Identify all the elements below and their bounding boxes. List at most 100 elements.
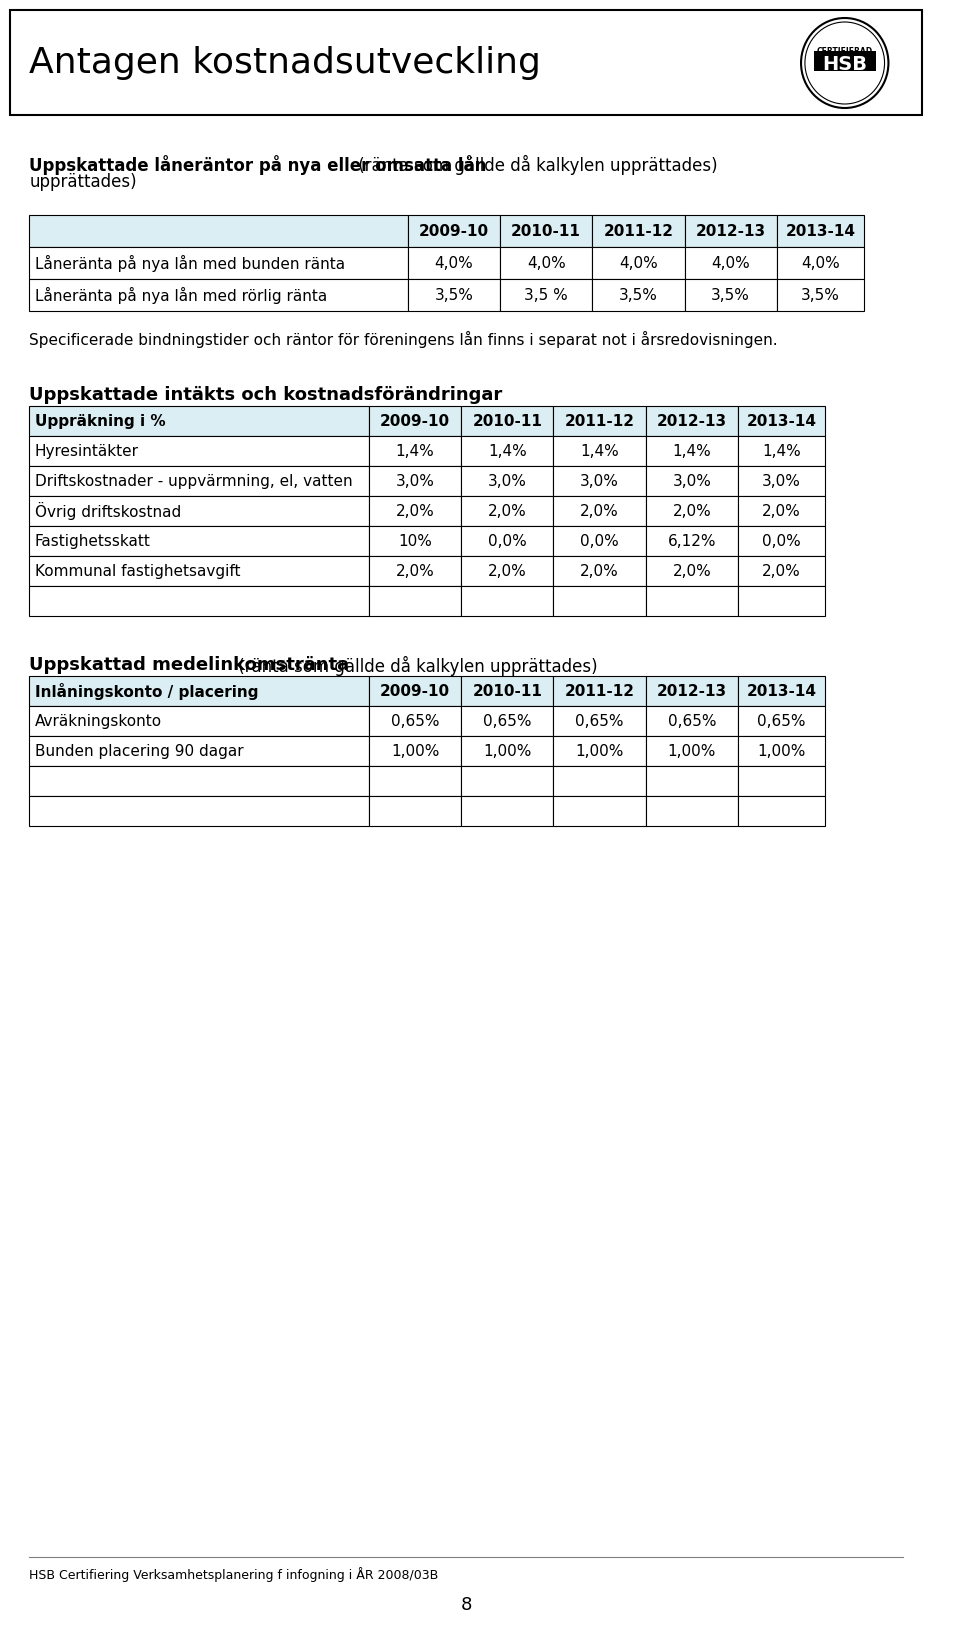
Text: 2012-13: 2012-13 bbox=[696, 223, 766, 239]
Text: 1,00%: 1,00% bbox=[391, 744, 440, 758]
FancyBboxPatch shape bbox=[554, 586, 646, 617]
FancyBboxPatch shape bbox=[29, 766, 369, 796]
Text: 1,4%: 1,4% bbox=[672, 444, 711, 459]
FancyBboxPatch shape bbox=[646, 407, 738, 436]
Text: 1,4%: 1,4% bbox=[580, 444, 619, 459]
FancyBboxPatch shape bbox=[461, 706, 554, 735]
Text: Övrig driftskostnad: Övrig driftskostnad bbox=[35, 503, 181, 521]
FancyBboxPatch shape bbox=[461, 465, 554, 496]
Text: Låneränta på nya lån med bunden ränta: Låneränta på nya lån med bunden ränta bbox=[35, 254, 345, 272]
Text: 2,0%: 2,0% bbox=[762, 503, 801, 519]
FancyBboxPatch shape bbox=[554, 465, 646, 496]
FancyBboxPatch shape bbox=[814, 50, 876, 72]
FancyBboxPatch shape bbox=[646, 735, 738, 766]
FancyBboxPatch shape bbox=[554, 556, 646, 586]
Text: 2011-12: 2011-12 bbox=[604, 223, 673, 239]
FancyBboxPatch shape bbox=[646, 465, 738, 496]
FancyBboxPatch shape bbox=[592, 215, 684, 247]
FancyBboxPatch shape bbox=[369, 586, 461, 617]
FancyBboxPatch shape bbox=[738, 407, 826, 436]
FancyBboxPatch shape bbox=[646, 496, 738, 526]
FancyBboxPatch shape bbox=[29, 278, 408, 311]
Text: 1,4%: 1,4% bbox=[488, 444, 527, 459]
FancyBboxPatch shape bbox=[554, 675, 646, 706]
FancyBboxPatch shape bbox=[369, 796, 461, 827]
FancyBboxPatch shape bbox=[461, 735, 554, 766]
FancyBboxPatch shape bbox=[738, 675, 826, 706]
FancyBboxPatch shape bbox=[646, 766, 738, 796]
Text: Uppskattad medelinkomstränta: Uppskattad medelinkomstränta bbox=[29, 656, 349, 674]
Text: 2010-11: 2010-11 bbox=[472, 413, 542, 428]
Text: Driftskostnader - uppvärmning, el, vatten: Driftskostnader - uppvärmning, el, vatte… bbox=[35, 473, 352, 488]
FancyBboxPatch shape bbox=[29, 407, 369, 436]
Text: 0,0%: 0,0% bbox=[580, 534, 619, 548]
Text: 0,65%: 0,65% bbox=[483, 714, 532, 729]
Text: 8: 8 bbox=[461, 1596, 471, 1614]
FancyBboxPatch shape bbox=[554, 706, 646, 735]
FancyBboxPatch shape bbox=[592, 278, 684, 311]
FancyBboxPatch shape bbox=[684, 278, 777, 311]
Text: 1,00%: 1,00% bbox=[667, 744, 716, 758]
FancyBboxPatch shape bbox=[408, 215, 500, 247]
Text: 1,4%: 1,4% bbox=[396, 444, 435, 459]
FancyBboxPatch shape bbox=[29, 556, 369, 586]
FancyBboxPatch shape bbox=[738, 735, 826, 766]
Text: 0,0%: 0,0% bbox=[762, 534, 801, 548]
Text: Specificerade bindningstider och räntor för föreningens lån finns i separat not : Specificerade bindningstider och räntor … bbox=[29, 330, 778, 348]
Text: 1,00%: 1,00% bbox=[757, 744, 805, 758]
FancyBboxPatch shape bbox=[646, 796, 738, 827]
FancyBboxPatch shape bbox=[369, 766, 461, 796]
FancyBboxPatch shape bbox=[369, 675, 461, 706]
Text: Kommunal fastighetsavgift: Kommunal fastighetsavgift bbox=[35, 563, 240, 579]
Text: 3,5%: 3,5% bbox=[435, 288, 473, 303]
Text: 2,0%: 2,0% bbox=[580, 503, 619, 519]
FancyBboxPatch shape bbox=[738, 496, 826, 526]
Text: 1,4%: 1,4% bbox=[762, 444, 801, 459]
Text: 0,0%: 0,0% bbox=[488, 534, 527, 548]
Text: 10%: 10% bbox=[398, 534, 432, 548]
FancyBboxPatch shape bbox=[738, 526, 826, 556]
FancyBboxPatch shape bbox=[777, 247, 864, 278]
FancyBboxPatch shape bbox=[738, 556, 826, 586]
FancyBboxPatch shape bbox=[29, 735, 369, 766]
Text: HSB Certifiering Verksamhetsplanering f infogning i ÅR 2008/03B: HSB Certifiering Verksamhetsplanering f … bbox=[29, 1567, 439, 1581]
FancyBboxPatch shape bbox=[461, 766, 554, 796]
Text: 0,65%: 0,65% bbox=[575, 714, 624, 729]
FancyBboxPatch shape bbox=[29, 436, 369, 465]
Text: Hyresintäkter: Hyresintäkter bbox=[35, 444, 139, 459]
Text: Fastighetsskatt: Fastighetsskatt bbox=[35, 534, 151, 548]
FancyBboxPatch shape bbox=[369, 407, 461, 436]
Text: (ränta som gällde då kalkylen upprättades): (ränta som gällde då kalkylen upprättade… bbox=[353, 155, 717, 176]
Text: 2009-10: 2009-10 bbox=[419, 223, 489, 239]
Text: 2013-14: 2013-14 bbox=[747, 683, 817, 698]
Text: 2011-12: 2011-12 bbox=[564, 683, 635, 698]
Text: 2,0%: 2,0% bbox=[672, 503, 711, 519]
FancyBboxPatch shape bbox=[369, 436, 461, 465]
Text: 3,0%: 3,0% bbox=[762, 473, 801, 488]
FancyBboxPatch shape bbox=[369, 465, 461, 496]
Text: Inlåningskonto / placering: Inlåningskonto / placering bbox=[35, 682, 258, 700]
FancyBboxPatch shape bbox=[461, 796, 554, 827]
FancyBboxPatch shape bbox=[738, 436, 826, 465]
FancyBboxPatch shape bbox=[461, 436, 554, 465]
Text: 0,65%: 0,65% bbox=[391, 714, 440, 729]
Text: (ränta som gällde då kalkylen upprättades): (ränta som gällde då kalkylen upprättade… bbox=[233, 656, 598, 677]
FancyBboxPatch shape bbox=[29, 706, 369, 735]
Text: 4,0%: 4,0% bbox=[711, 255, 750, 270]
FancyBboxPatch shape bbox=[646, 556, 738, 586]
Text: Bunden placering 90 dagar: Bunden placering 90 dagar bbox=[35, 744, 244, 758]
FancyBboxPatch shape bbox=[554, 407, 646, 436]
Text: 3,0%: 3,0% bbox=[580, 473, 619, 488]
Text: Uppskattade intäkts och kostnadsförändringar: Uppskattade intäkts och kostnadsförändri… bbox=[29, 386, 502, 403]
FancyBboxPatch shape bbox=[738, 465, 826, 496]
Text: upprättades): upprättades) bbox=[29, 172, 136, 190]
FancyBboxPatch shape bbox=[29, 526, 369, 556]
Text: 6,12%: 6,12% bbox=[667, 534, 716, 548]
Text: Låneränta på nya lån med rörlig ränta: Låneränta på nya lån med rörlig ränta bbox=[35, 286, 327, 304]
Text: 4,0%: 4,0% bbox=[619, 255, 658, 270]
Text: 3,5 %: 3,5 % bbox=[524, 288, 568, 303]
FancyBboxPatch shape bbox=[29, 796, 369, 827]
Text: 3,0%: 3,0% bbox=[672, 473, 711, 488]
FancyBboxPatch shape bbox=[500, 278, 592, 311]
FancyBboxPatch shape bbox=[29, 496, 369, 526]
